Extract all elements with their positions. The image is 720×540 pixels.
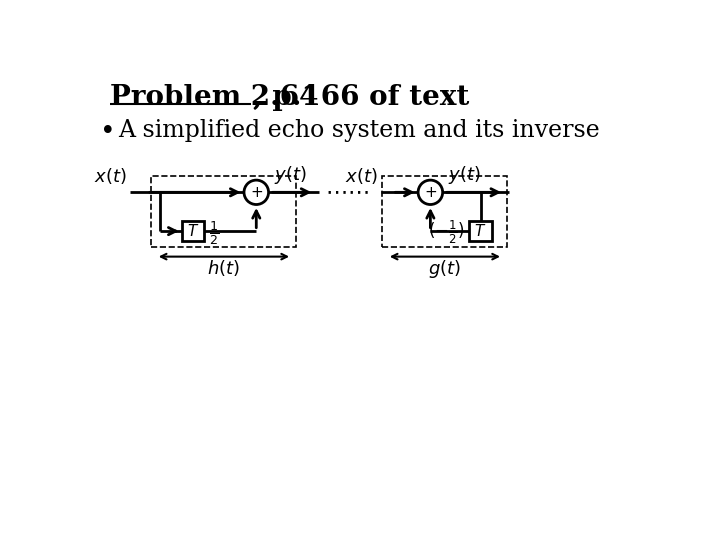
Text: $y(t)$: $y(t)$	[274, 164, 307, 186]
Text: $h(t)$: $h(t)$	[207, 258, 240, 278]
Text: Problem 2.64: Problem 2.64	[109, 84, 318, 111]
Text: $y(t)$: $y(t)$	[449, 164, 481, 186]
Text: A simplified echo system and its inverse: A simplified echo system and its inverse	[118, 119, 600, 142]
Text: •: •	[100, 119, 116, 144]
Text: , p.166 of text: , p.166 of text	[253, 84, 469, 111]
Text: $x(t)$: $x(t)$	[346, 166, 378, 186]
Bar	[151, 176, 297, 247]
Bar	[182, 221, 204, 241]
Text: $(-\frac{1}{2})$: $(-\frac{1}{2})$	[428, 219, 465, 246]
Bar	[469, 221, 492, 241]
Text: $+$: $+$	[250, 185, 263, 200]
Text: $T$: $T$	[187, 223, 199, 239]
Text: $g(t)$: $g(t)$	[428, 258, 462, 280]
Circle shape	[244, 180, 269, 205]
Circle shape	[418, 180, 443, 205]
Text: $x(t)$: $x(t)$	[94, 166, 127, 186]
Bar	[382, 176, 508, 247]
Text: $+$: $+$	[424, 185, 437, 200]
Text: $\frac{1}{2}$: $\frac{1}{2}$	[209, 219, 219, 247]
Text: $T$: $T$	[474, 223, 487, 239]
Text: $\cdots\cdots$: $\cdots\cdots$	[325, 181, 369, 201]
